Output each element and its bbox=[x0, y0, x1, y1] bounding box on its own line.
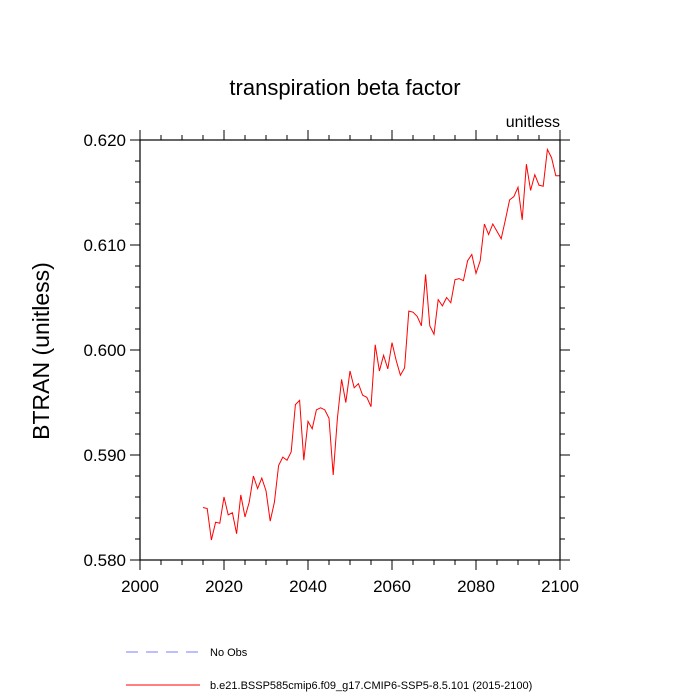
plot-area bbox=[202, 147, 560, 541]
x-tick-label: 2060 bbox=[373, 577, 411, 596]
series-line bbox=[202, 147, 560, 541]
y-axis-label: BTRAN (unitless) bbox=[28, 262, 54, 440]
x-tick-label: 2080 bbox=[457, 577, 495, 596]
y-tick-label: 0.580 bbox=[83, 551, 126, 570]
legend-label: b.e21.BSSP585cmip6.f09_g17.CMIP6-SSP5-8.… bbox=[210, 680, 532, 692]
legend-label: No Obs bbox=[210, 647, 248, 659]
x-tick-label: 2000 bbox=[121, 577, 159, 596]
y-tick-label: 0.610 bbox=[83, 236, 126, 255]
y-tick-label: 0.620 bbox=[83, 131, 126, 150]
plot-frame bbox=[139, 139, 561, 561]
x-tick-label: 2040 bbox=[289, 577, 327, 596]
x-tick-label: 2020 bbox=[205, 577, 243, 596]
chart-title: transpiration beta factor bbox=[229, 75, 460, 100]
y-tick-label: 0.590 bbox=[83, 446, 126, 465]
axes: 2000 2020 2040 2060 2080 2100 0.580 0.590 0.600 0… bbox=[83, 130, 579, 596]
units-label: unitless bbox=[506, 114, 560, 131]
x-tick-label: 2100 bbox=[541, 577, 579, 596]
y-tick-label: 0.600 bbox=[83, 341, 126, 360]
legend: No Obs b.e21.BSSP585cmip6.f09_g17.CMIP6-S… bbox=[126, 647, 532, 692]
